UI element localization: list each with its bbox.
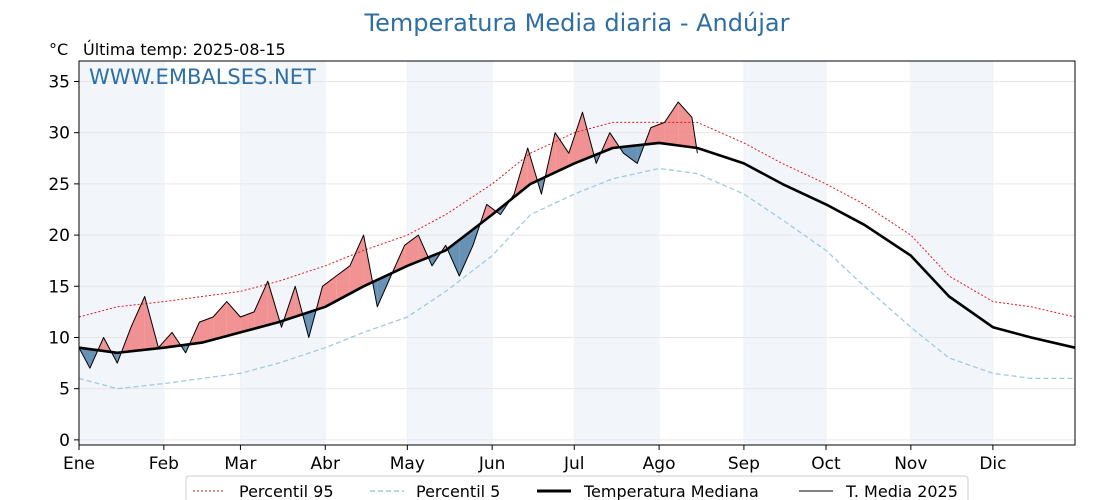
- legend-median-label: Temperatura Mediana: [583, 482, 759, 500]
- legend-p5-label: Percentil 5: [416, 482, 500, 500]
- month-band-nov: [910, 61, 993, 445]
- last-temp-label: Última temp: 2025-08-15: [83, 40, 286, 59]
- below-median-area: [459, 229, 474, 277]
- legend-box: [185, 475, 969, 500]
- above-median-area: [555, 132, 569, 173]
- series-percentil-95-line: [78, 121, 1076, 318]
- x-tick-label-jul: Jul: [563, 454, 585, 474]
- month-bands: [79, 61, 993, 445]
- above-median-area: [349, 235, 364, 294]
- plot-frame: [78, 60, 1076, 446]
- above-median-area: [240, 311, 255, 333]
- x-tick-label-jun: Jun: [478, 454, 506, 474]
- above-median-area: [336, 265, 350, 301]
- below-median-area: [623, 145, 638, 164]
- y-tick-label: 20: [48, 226, 70, 246]
- y-tick-label: 35: [48, 72, 70, 92]
- above-median-area: [199, 317, 214, 343]
- below-median-area: [447, 239, 460, 277]
- x-tick-label-may: May: [390, 454, 425, 474]
- chart-title: Temperatura Media diaria - Andújar: [364, 9, 790, 37]
- above-median-area: [678, 101, 692, 148]
- x-tick-label-feb: Feb: [149, 454, 179, 474]
- month-band-mar: [240, 61, 326, 445]
- y-tick-label: 0: [59, 431, 70, 451]
- month-band-jul: [574, 61, 660, 445]
- unit-label: °C: [49, 40, 68, 59]
- y-tick-label: 30: [48, 124, 70, 144]
- series-percentil-5-line: [78, 167, 1075, 390]
- x-tick-label-oct: Oct: [811, 454, 841, 474]
- above-median-area: [486, 204, 497, 219]
- month-band-ene: [79, 61, 164, 445]
- legend: Percentil 95 Percentil 5 Temperatura Med…: [185, 475, 969, 500]
- x-tick-label-ene: Ene: [63, 454, 95, 474]
- above-median-area: [568, 112, 583, 166]
- x-tick-label-dic: Dic: [979, 454, 1006, 474]
- series-t-media-2025-line: [78, 101, 698, 369]
- x-tick-label-abr: Abr: [311, 454, 340, 474]
- legend-p95-label: Percentil 95: [239, 482, 334, 500]
- month-band-sep: [743, 61, 826, 445]
- above-median-area: [650, 122, 665, 144]
- legend-current-label: T. Media 2025: [845, 482, 958, 500]
- x-axis: Ene Feb Mar Abr May Jun Jul Ago Sep Oct Nov Dic: [63, 445, 1006, 474]
- y-tick-label: 10: [48, 328, 70, 348]
- x-tick-label-sep: Sep: [728, 454, 760, 474]
- x-tick-label-ago: Ago: [643, 454, 676, 474]
- x-tick-label-mar: Mar: [224, 454, 256, 474]
- series-lines: [78, 101, 1076, 390]
- y-tick-label: 15: [48, 277, 70, 297]
- above-median-area: [664, 101, 679, 146]
- above-median-area: [130, 296, 145, 352]
- x-tick-label-nov: Nov: [894, 454, 927, 474]
- above-median-area: [254, 281, 268, 329]
- y-axis: 0 5 10 15 20 25 30 35: [48, 72, 79, 451]
- series-temperatura-mediana-line: [78, 141, 1076, 355]
- above-median-area: [213, 301, 227, 340]
- y-tick-label: 25: [48, 175, 70, 195]
- y-tick-label: 5: [59, 380, 70, 400]
- watermark: WWW.EMBALSES.NET: [89, 65, 316, 89]
- above-median-area: [226, 301, 241, 337]
